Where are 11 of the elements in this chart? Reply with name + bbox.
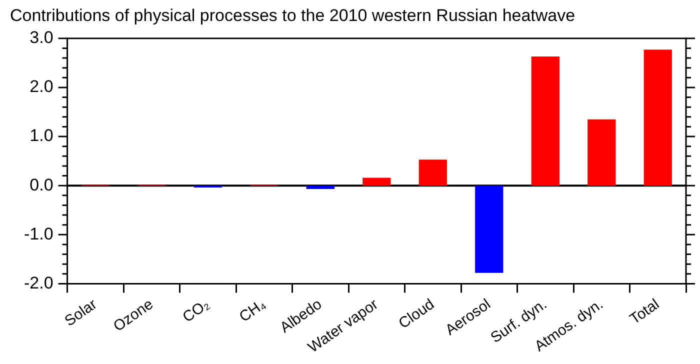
y-tick-label: -1.0 <box>24 224 54 244</box>
y-tick-label: 1.0 <box>30 126 54 146</box>
chart-title: Contributions of physical processes to the 2010 western Russian heatwave <box>10 6 576 25</box>
x-tick-label: Solar <box>62 296 100 330</box>
x-tick-label: CO₂ <box>180 296 213 326</box>
y-tick-label: 0.0 <box>30 175 54 194</box>
y-tick-label: 3.0 <box>30 28 54 48</box>
y-tick-label: 2.0 <box>30 77 54 96</box>
x-tick-label: CH₄ <box>236 296 269 326</box>
x-tick-label: Total <box>626 296 663 328</box>
y-tick-label: -2.0 <box>24 273 54 292</box>
